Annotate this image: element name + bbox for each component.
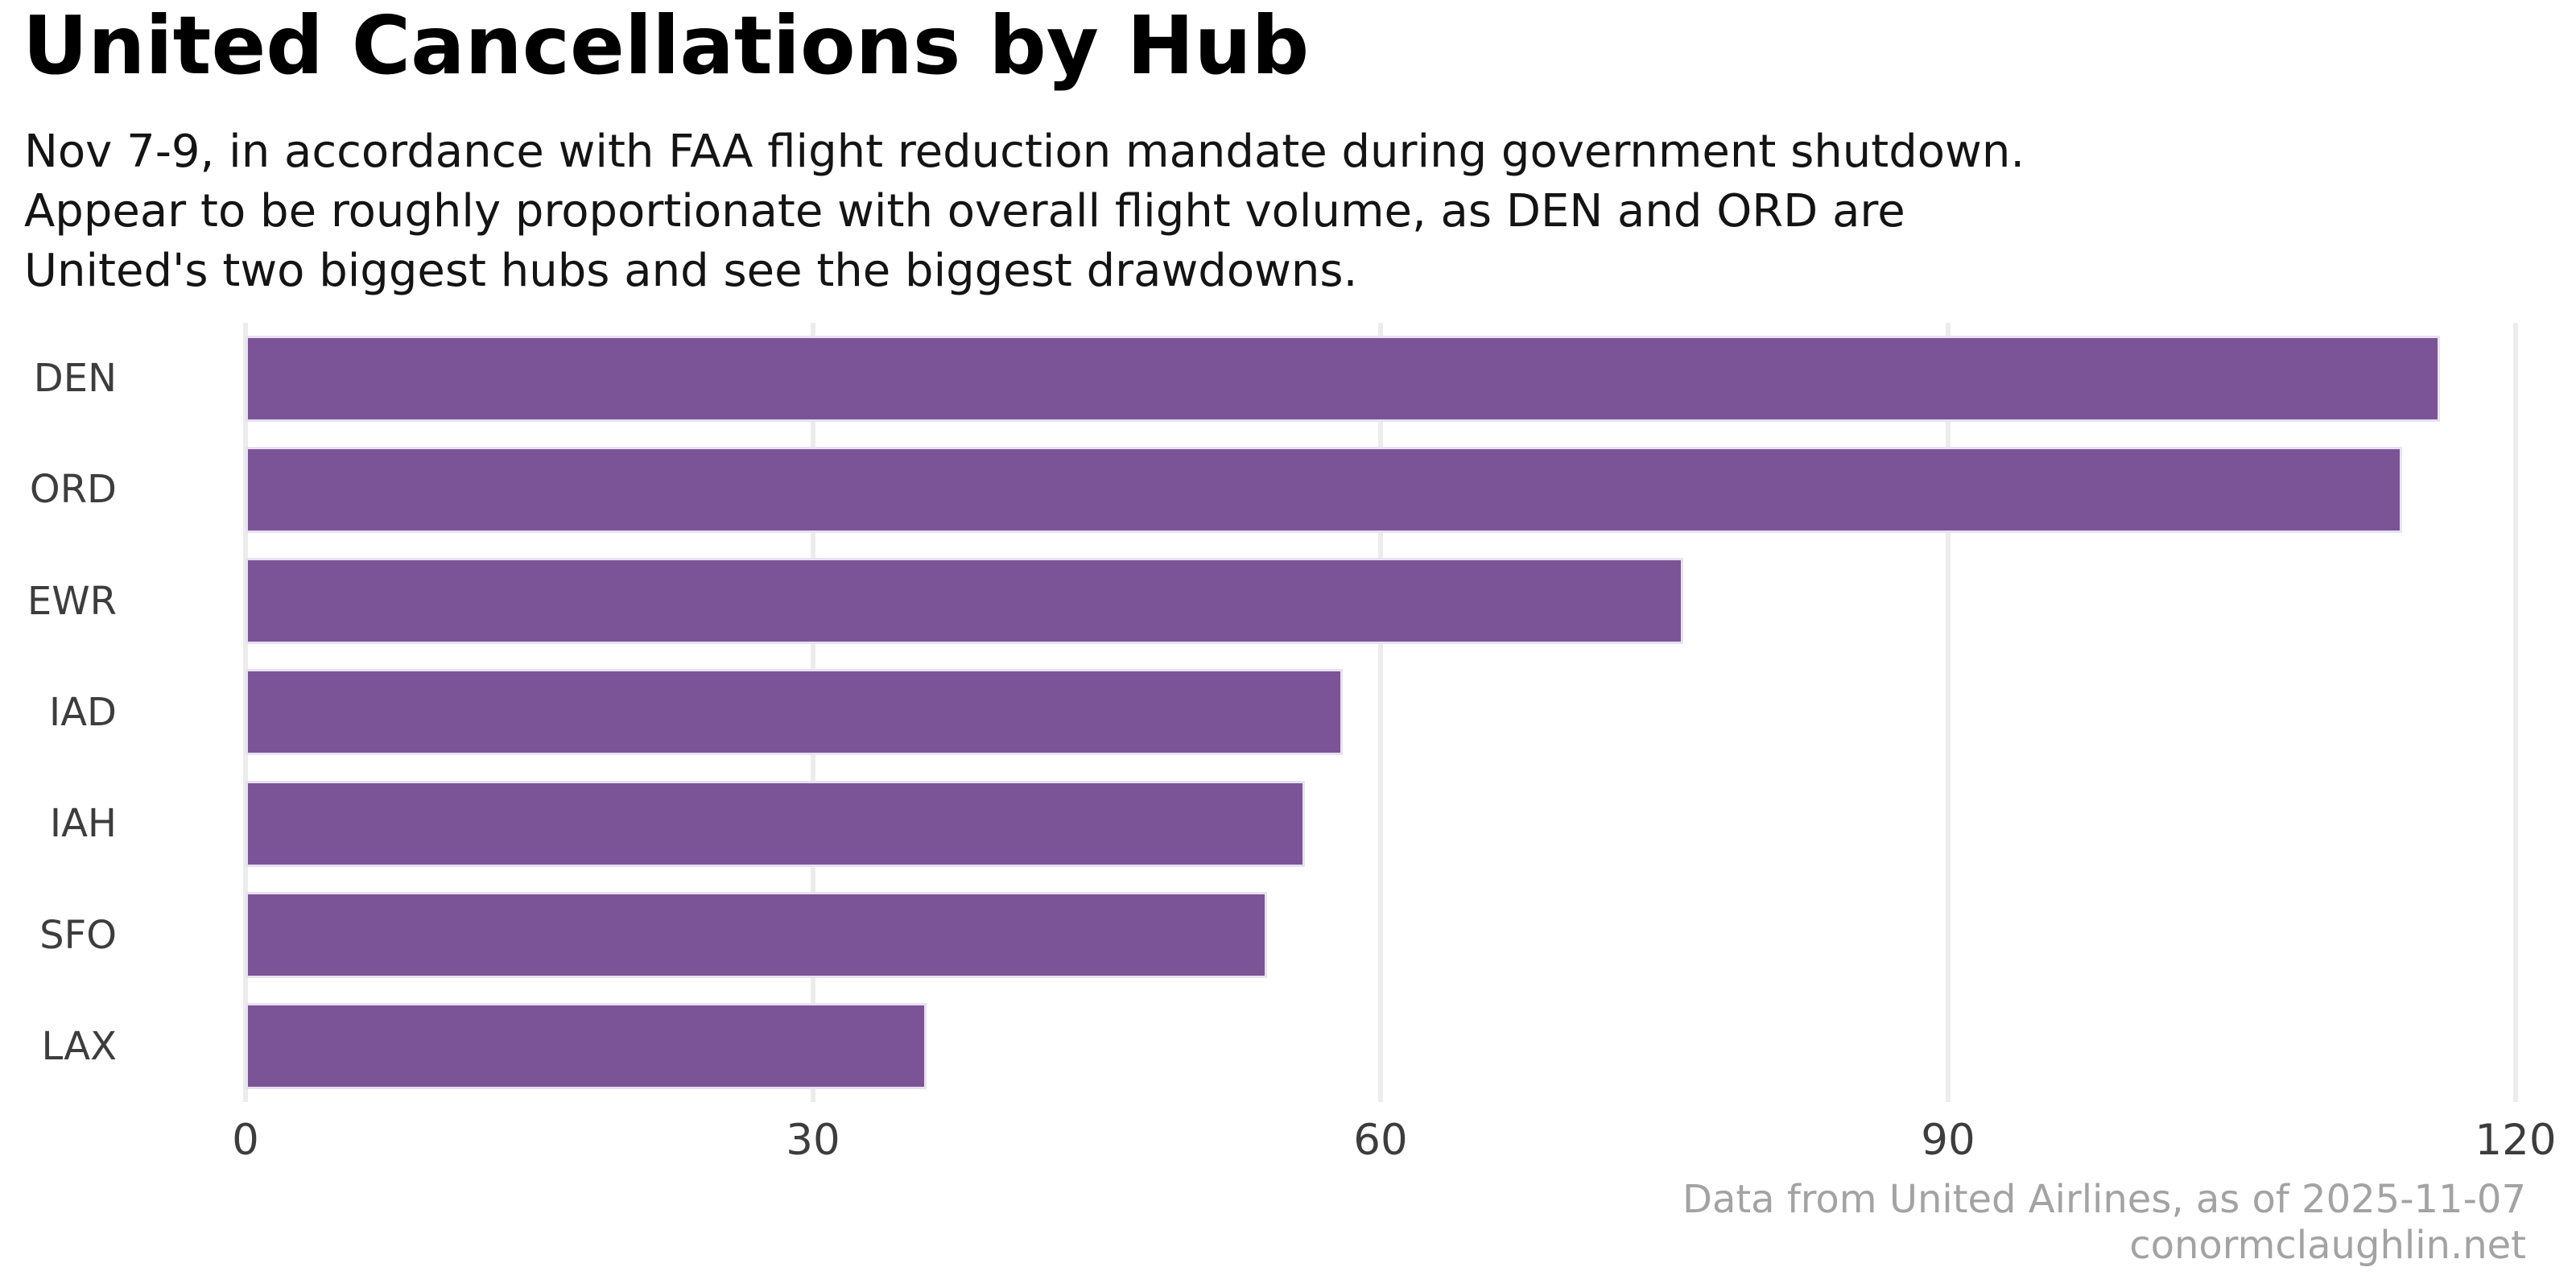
plot-area: DEN ORD EWR IAD IAH SFO LAX [27,323,2518,1102]
gridline-120 [2513,323,2518,1102]
y-axis-label-sfo: SFO [39,912,117,958]
y-axis-label-iah: IAH [49,801,117,847]
bar-lax [246,1003,927,1090]
gridline-60 [1378,323,1383,1102]
chart-row-iad: IAD [49,657,2516,768]
chart-row-den: DEN [34,323,2516,434]
bar-ord [246,446,2402,533]
y-axis-label-lax: LAX [41,1023,117,1069]
chart-footer: Data from United Airlines, as of 2025-11… [1682,1177,2526,1269]
chart-row-sfo: SFO [39,879,2516,990]
chart-title: United Cancellations by Hub [23,0,1310,93]
chart-row-lax: LAX [41,991,2516,1102]
bar-den [246,335,2440,422]
bar-track-iad [246,669,2516,756]
x-tick-label-0: 0 [232,1116,259,1165]
x-axis: 0 30 60 90 120 [232,1116,2556,1172]
x-tick-label-120: 120 [2475,1116,2557,1165]
y-axis-label-ord: ORD [29,467,117,513]
gridline-90 [1946,323,1951,1102]
chart-row-ewr: EWR [27,546,2516,657]
x-tick-label-30: 30 [786,1116,840,1165]
bar-sfo [246,892,1267,979]
x-tick-label-90: 90 [1921,1116,1975,1165]
y-axis-label-den: DEN [33,356,117,402]
bar-rows: DEN ORD EWR IAD IAH SFO LAX [27,323,2516,1102]
bar-track-ord [246,446,2516,533]
bar-chart: DEN ORD EWR IAD IAH SFO LAX [0,323,2576,1102]
y-axis-label-iad: IAD [49,689,117,735]
x-tick-label-60: 60 [1353,1116,1408,1165]
bar-track-lax [246,1003,2516,1090]
subtitle-line-1: Nov 7-9, in accordance with FAA flight r… [24,126,2025,178]
bar-track-ewr [246,558,2516,645]
chart-row-iah: IAH [50,768,2516,879]
subtitle-line-2: Appear to be roughly proportionate with … [24,185,1905,237]
chart-row-ord: ORD [30,434,2516,545]
chart-subtitle: Nov 7-9, in accordance with FAA flight r… [24,122,2025,301]
data-source-text: Data from United Airlines, as of 2025-11… [1682,1177,2526,1222]
bar-track-sfo [246,892,2516,979]
bar-track-iah [246,780,2516,867]
bar-iad [246,669,1343,756]
website-text: conormclaughlin.net [2129,1223,2526,1268]
bar-iah [246,780,1305,867]
bar-track-den [246,335,2516,422]
bar-ewr [246,558,1683,645]
y-axis-label-ewr: EWR [27,578,117,624]
subtitle-line-3: United's two biggest hubs and see the bi… [24,245,1358,297]
